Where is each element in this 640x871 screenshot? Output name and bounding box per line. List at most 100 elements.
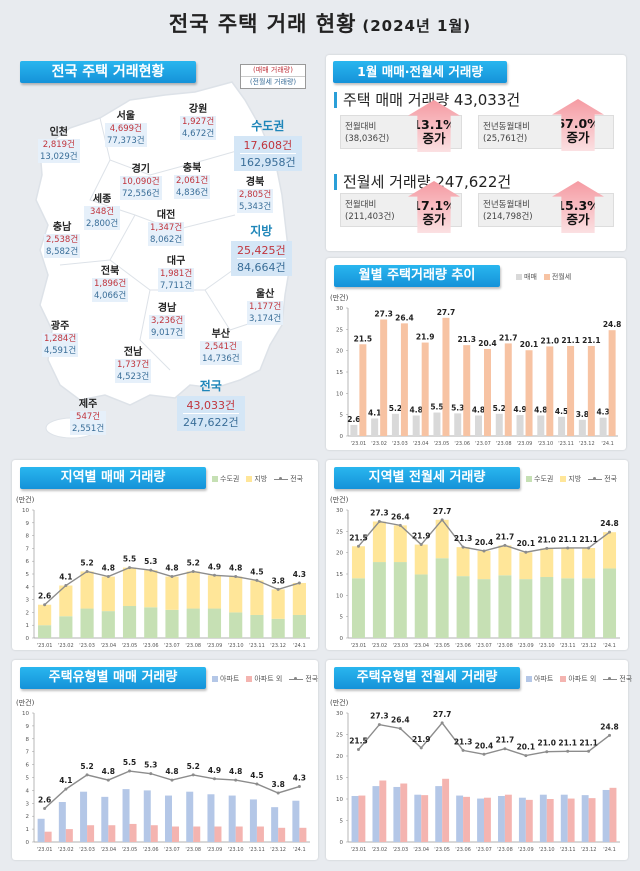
data-label: 4.5: [555, 407, 568, 416]
bar-전월세: [463, 345, 471, 436]
data-label: 3.8: [576, 410, 589, 419]
x-tick-label: '23.04: [100, 847, 116, 853]
region-name: 충남: [52, 222, 72, 233]
bar-수도권: [456, 576, 470, 638]
bar-아파트 외: [129, 823, 137, 842]
data-label: 4.8: [229, 564, 242, 573]
chart-title: 주택유형별 전월세 거래량: [334, 667, 520, 689]
y-tick-label: 1: [26, 623, 30, 629]
y-tick-label: 10: [336, 593, 343, 599]
region-sale: 2,541건: [200, 341, 242, 353]
data-label: 4.8: [165, 767, 178, 776]
y-tick-label: 4: [26, 788, 30, 794]
data-label: 20.4: [475, 538, 494, 547]
region-busan: 부산 2,541건 14,736건: [200, 329, 242, 365]
map-title: 전국 주택 거래현황: [20, 61, 196, 83]
bar-아파트 외: [379, 780, 387, 842]
data-label: 21.9: [412, 532, 431, 541]
x-tick-label: '23.07: [164, 847, 180, 853]
x-tick-label: '24.1: [601, 441, 614, 447]
bar-아파트: [228, 795, 236, 842]
bar-지방: [250, 580, 264, 615]
data-label: 21.5: [354, 334, 373, 343]
line-point: [149, 568, 153, 572]
bar-아파트: [560, 794, 568, 842]
legend-swatch: [526, 476, 532, 482]
data-label: 4.8: [534, 406, 547, 415]
bar-매매: [599, 417, 607, 436]
y-tick-label: 9: [26, 521, 30, 527]
bar-아파트: [456, 795, 464, 842]
y-tick-label: 25: [336, 529, 343, 535]
line-point: [234, 575, 238, 579]
data-label: 5.3: [144, 761, 157, 770]
x-tick-label: '23.11: [558, 441, 574, 447]
line-point: [545, 750, 549, 754]
y-tick-label: 30: [336, 711, 343, 717]
line-point: [43, 806, 47, 810]
line-point: [128, 769, 132, 773]
bar-아파트 외: [567, 798, 575, 842]
region-daejeon: 대전 1,347건 8,062건: [148, 210, 185, 246]
y-tick-label: 5: [26, 572, 30, 578]
line-point: [85, 569, 89, 573]
legend-swatch: [543, 274, 550, 280]
x-tick-label: '23.08: [185, 847, 201, 853]
bar-전월세: [525, 350, 533, 436]
region-name: 전남: [123, 347, 143, 358]
data-label: 21.1: [558, 738, 577, 747]
y-tick-label: 5: [340, 413, 344, 419]
line-전국: [44, 770, 300, 809]
bar-수도권: [477, 579, 491, 638]
x-tick-label: '23.02: [371, 441, 387, 447]
legend-swatch: [526, 676, 532, 682]
line-point: [106, 778, 110, 782]
region-name: 대구: [166, 256, 186, 267]
region-sale: 1,284건: [42, 333, 79, 345]
bar-지방: [207, 575, 222, 609]
bar-지방: [561, 547, 575, 579]
x-tick-label: '23.07: [476, 643, 492, 649]
line-point: [255, 578, 259, 582]
y-tick-label: 5: [340, 615, 344, 621]
x-tick-label: '23.12: [270, 643, 286, 649]
line-point: [524, 550, 528, 554]
page-title: 전국 주택 거래 현황 (2024년 1월): [0, 8, 640, 38]
data-label: 4.8: [102, 564, 115, 573]
bar-아파트: [292, 800, 300, 842]
legend-item: 매매: [516, 272, 537, 282]
region-jeju: 제주 547건 2,551건: [70, 399, 107, 435]
x-tick-label: '23.10: [539, 643, 555, 649]
summary-sale: 43,033건: [183, 397, 239, 414]
bar-매매: [433, 412, 441, 436]
line-point: [461, 748, 465, 752]
bar-전월세: [400, 323, 408, 436]
region-sale: 10,090건: [120, 176, 162, 188]
bar-지방: [271, 589, 285, 619]
data-label: 24.8: [600, 722, 619, 731]
x-tick-label: '24.1: [293, 643, 306, 649]
region-name: 충북: [182, 163, 202, 174]
bar-아파트: [101, 796, 109, 842]
line-point: [297, 785, 301, 789]
data-label: 20.4: [478, 339, 497, 348]
data-label: 4.8: [410, 406, 423, 415]
line-point: [398, 726, 402, 730]
bar-수도권: [519, 579, 533, 638]
line-point: [440, 721, 444, 725]
bar-아파트: [372, 786, 380, 842]
region-jeonnam: 전남 1,737건 4,523건: [115, 347, 152, 383]
bar-전월세: [608, 330, 616, 436]
bar-전월세: [587, 345, 595, 436]
region-lease: 4,066건: [92, 290, 129, 302]
y-tick-label: 20: [336, 754, 343, 760]
region-name: 울산: [255, 289, 275, 300]
x-tick-label: '23.01: [351, 441, 367, 447]
data-label: 21.5: [349, 533, 368, 542]
cmp-base: (25,761건): [483, 134, 528, 144]
bar-수도권: [207, 608, 222, 638]
legend-lease: (전월세 거래량): [249, 78, 297, 86]
summary-name: 전국: [199, 379, 222, 393]
region-lease: 2,800건: [84, 218, 121, 230]
bar-지방: [498, 545, 512, 576]
